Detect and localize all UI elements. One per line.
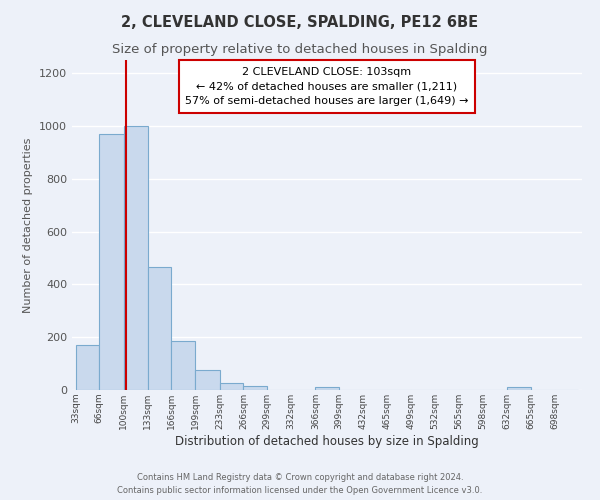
Text: Contains HM Land Registry data © Crown copyright and database right 2024.
Contai: Contains HM Land Registry data © Crown c…: [118, 474, 482, 495]
Bar: [76, 345, 100, 390]
Bar: [316, 388, 339, 390]
X-axis label: Distribution of detached houses by size in Spalding: Distribution of detached houses by size …: [175, 434, 479, 448]
Text: 2, CLEVELAND CLOSE, SPALDING, PE12 6BE: 2, CLEVELAND CLOSE, SPALDING, PE12 6BE: [121, 15, 479, 30]
Bar: [220, 384, 244, 390]
Bar: [507, 388, 531, 390]
Text: Size of property relative to detached houses in Spalding: Size of property relative to detached ho…: [112, 42, 488, 56]
Bar: [172, 341, 195, 390]
Bar: [195, 370, 220, 390]
Bar: [244, 386, 267, 390]
Bar: [100, 134, 124, 390]
Text: 2 CLEVELAND CLOSE: 103sqm
← 42% of detached houses are smaller (1,211)
57% of se: 2 CLEVELAND CLOSE: 103sqm ← 42% of detac…: [185, 66, 469, 106]
Y-axis label: Number of detached properties: Number of detached properties: [23, 138, 34, 312]
Bar: [148, 267, 172, 390]
Bar: [124, 126, 148, 390]
